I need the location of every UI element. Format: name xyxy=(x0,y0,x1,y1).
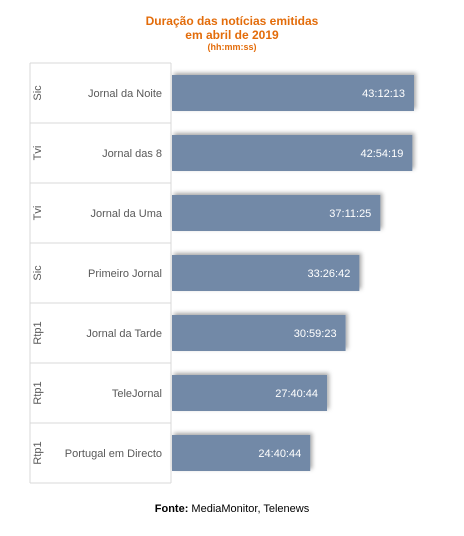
bar-value-label: 30:59:23 xyxy=(294,328,337,340)
program-label: Jornal da Tarde xyxy=(86,328,162,340)
source-note: Fonte: MediaMonitor, Telenews xyxy=(0,503,464,515)
source-label: Fonte: xyxy=(154,503,189,515)
chart-subtitle: (hh:mm:ss) xyxy=(207,42,257,52)
bar xyxy=(172,435,311,471)
bar xyxy=(172,375,328,411)
channel-label: Tvi xyxy=(32,206,44,221)
channel-label: Tvi xyxy=(32,146,44,161)
bar-value-label: 27:40:44 xyxy=(275,388,318,400)
channel-label: Rtp1 xyxy=(32,441,44,464)
bar xyxy=(172,195,381,231)
program-label: Jornal das 8 xyxy=(102,148,162,160)
program-label: Primeiro Jornal xyxy=(88,268,162,280)
bar-value-label: 33:26:42 xyxy=(308,268,351,280)
channel-label: Rtp1 xyxy=(32,321,44,344)
chart-title: Duração das notícias emitidas xyxy=(145,14,319,28)
bar xyxy=(172,315,346,351)
bar xyxy=(172,135,413,171)
bar-value-label: 43:12:13 xyxy=(362,88,405,100)
channel-label: Sic xyxy=(32,85,44,101)
program-label: Jornal da Uma xyxy=(90,208,162,220)
bar-value-label: 24:40:44 xyxy=(258,448,301,460)
program-label: Jornal da Noite xyxy=(88,88,162,100)
channel-label: Rtp1 xyxy=(32,381,44,404)
bar xyxy=(172,75,414,111)
program-label: Portugal em Directo xyxy=(65,448,162,460)
bar-value-label: 42:54:19 xyxy=(361,148,404,160)
bar-value-label: 37:11:25 xyxy=(329,208,371,220)
chart-title-line2: em abril de 2019 xyxy=(185,28,279,42)
program-label: TeleJornal xyxy=(112,388,162,400)
channel-label: Sic xyxy=(32,265,44,281)
bar xyxy=(172,255,360,291)
source-text: MediaMonitor, Telenews xyxy=(188,503,310,515)
